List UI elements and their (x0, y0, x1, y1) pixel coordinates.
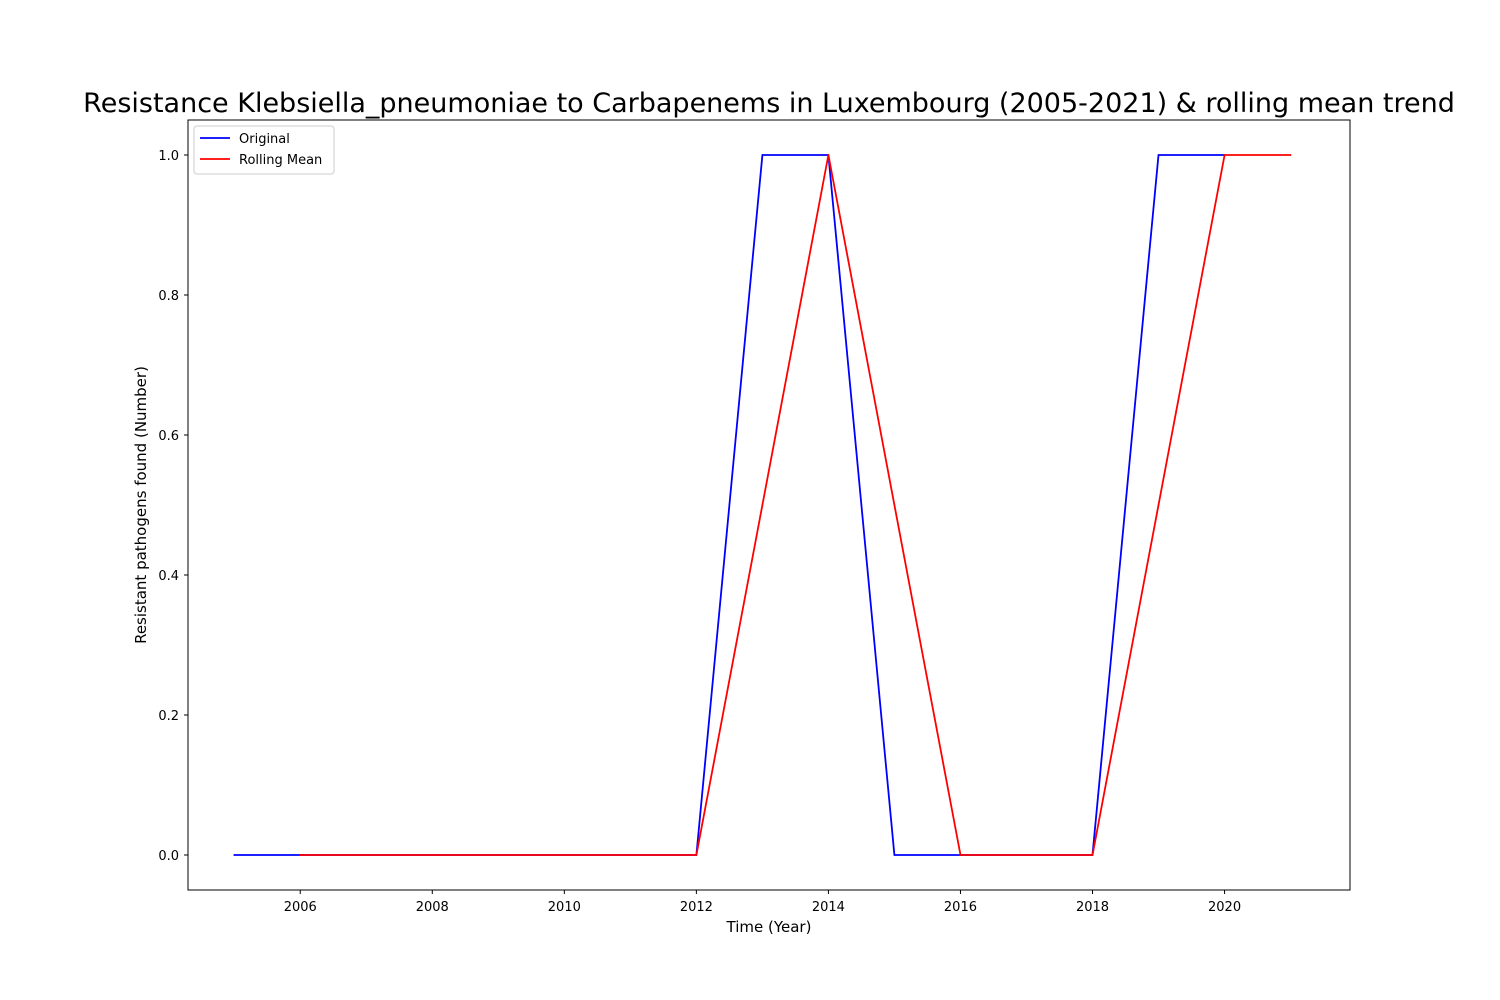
data-point-rolling-mean (629, 854, 632, 856)
y-tick-label: 0.8 (158, 289, 179, 304)
x-tick-label: 2010 (548, 900, 581, 915)
data-point-original (1157, 154, 1160, 156)
y-tick-label: 0.6 (158, 429, 179, 444)
x-tick-label: 2012 (680, 900, 713, 915)
legend: Original Rolling Mean (193, 125, 335, 175)
data-point-rolling-mean (1157, 504, 1160, 506)
series-layer (233, 154, 1292, 856)
data-point-rolling-mean (695, 854, 698, 856)
data-point-rolling-mean (299, 854, 302, 856)
x-tick-label: 2014 (812, 900, 845, 915)
data-point-rolling-mean (563, 854, 566, 856)
x-tick-label: 2016 (944, 900, 977, 915)
series-line-rolling-mean (300, 154, 1291, 856)
x-tick-label: 2008 (416, 900, 449, 915)
data-point-rolling-mean (1289, 154, 1292, 156)
data-point-rolling-mean (1025, 854, 1028, 856)
y-tick-label: 0.4 (158, 569, 179, 584)
x-axis-ticks: 2006 2008 2010 2012 2014 2016 2018 2020 (284, 890, 1241, 915)
data-point-rolling-mean (761, 504, 764, 506)
y-axis-label: Resistant pathogens found (Number) (132, 366, 150, 644)
y-tick-label: 1.0 (158, 149, 179, 164)
x-tick-label: 2020 (1208, 900, 1241, 915)
data-point-rolling-mean (1223, 154, 1226, 156)
data-point-rolling-mean (827, 154, 830, 156)
data-point-rolling-mean (893, 504, 896, 506)
data-point-rolling-mean (431, 854, 434, 856)
data-point-rolling-mean (497, 854, 500, 856)
x-axis-label: Time (Year) (726, 918, 812, 936)
x-tick-label: 2006 (284, 900, 317, 915)
plot-area (187, 119, 1351, 891)
y-tick-label: 0.2 (158, 709, 179, 724)
data-point-rolling-mean (1091, 854, 1094, 856)
y-tick-label: 0.0 (158, 849, 179, 864)
x-tick-label: 2018 (1076, 900, 1109, 915)
legend-label-original: Original (239, 132, 290, 147)
chart-title: Resistance Klebsiella_pneumoniae to Carb… (83, 88, 1455, 119)
y-axis-ticks: 0.0 0.2 0.4 0.6 0.8 1.0 (158, 149, 188, 864)
data-point-rolling-mean (365, 854, 368, 856)
data-point-original (233, 854, 236, 856)
data-point-original (893, 854, 896, 856)
data-point-original (761, 154, 764, 156)
legend-label-rolling-mean: Rolling Mean (239, 153, 322, 168)
plot-frame (187, 119, 1351, 891)
data-point-rolling-mean (959, 854, 962, 856)
